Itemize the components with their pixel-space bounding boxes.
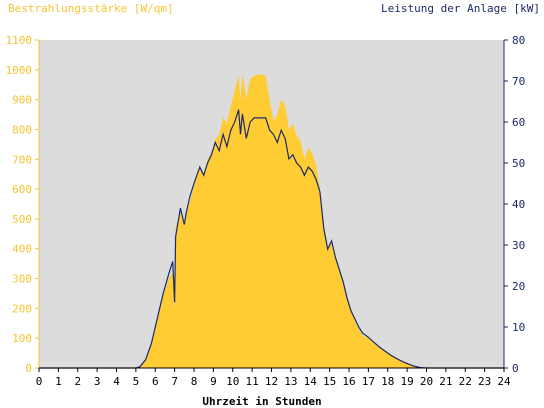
x-tick-label: 6 [152,375,159,388]
x-tick-label: 1 [55,375,62,388]
left-axis-title: Bestrahlungsstärke [W/qm] [8,2,174,15]
x-tick-label: 3 [94,375,101,388]
left-ticks: 0 100 200 300 400 500 600 700 800 900 1000 1100 [6,34,39,375]
x-tick-label: 8 [191,375,198,388]
right-axis-title: Leistung der Anlage [kW] [381,2,540,15]
x-tick-label: 19 [401,375,414,388]
x-tick-label: 7 [171,375,178,388]
left-tick-label: 600 [12,183,32,196]
x-tick-label: 4 [113,375,120,388]
right-tick-label: 0 [512,362,519,375]
left-tick-label: 800 [12,123,32,136]
x-tick-label: 24 [497,375,511,388]
x-tick-label: 23 [478,375,491,388]
left-tick-label: 900 [12,94,32,107]
left-tick-label: 500 [12,213,32,226]
x-tick-label: 11 [246,375,259,388]
left-tick-label: 400 [12,243,32,256]
left-tick-label: 300 [12,273,32,286]
left-tick-label: 200 [12,302,32,315]
x-tick-label: 12 [265,375,278,388]
left-tick-label: 1000 [6,64,33,77]
x-tick-label: 9 [210,375,217,388]
x-tick-label: 20 [420,375,433,388]
x-ticks: 0 1 2 3 4 5 6 7 8 9 10 11 12 13 14 15 16 17 18 19 20 21 22 23 24 [36,368,511,388]
x-tick-label: 13 [284,375,297,388]
x-tick-label: 2 [74,375,81,388]
right-tick-label: 50 [512,157,525,170]
right-tick-label: 10 [512,321,525,334]
x-tick-label: 18 [381,375,394,388]
x-tick-label: 22 [459,375,472,388]
right-tick-label: 60 [512,116,525,129]
irradiance-area [39,72,504,369]
left-tick-label: 0 [25,362,32,375]
x-tick-label: 16 [342,375,355,388]
left-tick-label: 1100 [6,34,33,47]
right-tick-label: 40 [512,198,525,211]
x-axis-title: Uhrzeit in Stunden [202,395,321,408]
right-tick-label: 20 [512,280,525,293]
right-tick-label: 70 [512,75,525,88]
right-tick-label: 30 [512,239,525,252]
x-tick-label: 21 [439,375,452,388]
left-tick-label: 700 [12,153,32,166]
x-tick-label: 0 [36,375,43,388]
power-line [39,109,504,369]
x-tick-label: 17 [362,375,375,388]
x-tick-label: 14 [304,375,318,388]
x-tick-label: 5 [133,375,140,388]
right-tick-label: 80 [512,34,525,47]
x-tick-label: 10 [226,375,239,388]
left-tick-label: 100 [12,332,32,345]
right-ticks: 0 10 20 30 40 50 60 70 80 [504,34,525,375]
x-tick-label: 15 [323,375,336,388]
